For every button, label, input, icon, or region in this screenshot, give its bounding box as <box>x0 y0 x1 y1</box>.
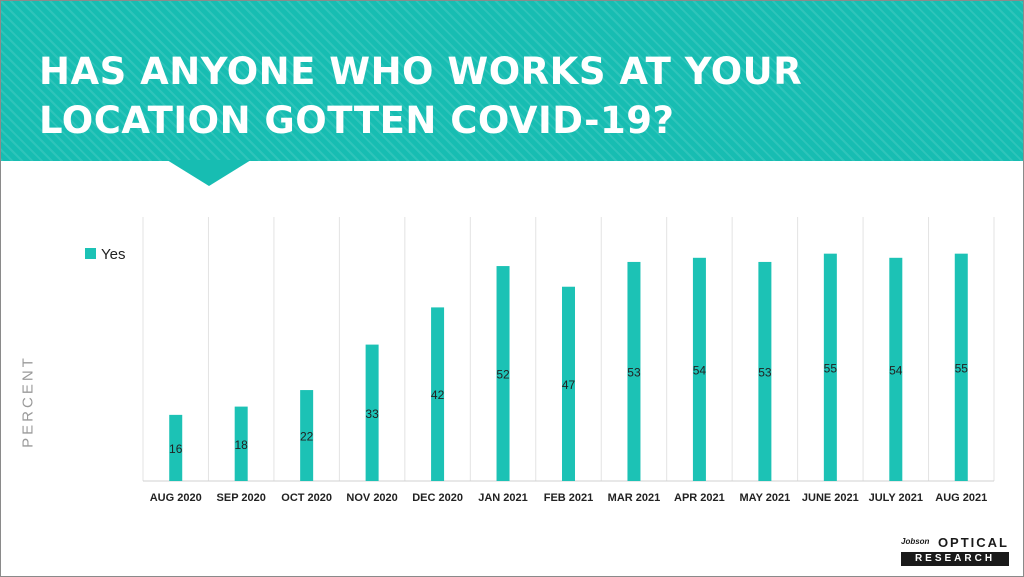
bar <box>954 253 968 481</box>
data-label: 42 <box>431 388 445 402</box>
data-label: 53 <box>758 365 772 379</box>
bar <box>562 286 575 481</box>
banner-notch <box>167 160 251 186</box>
data-label: 16 <box>169 442 183 456</box>
data-label: 53 <box>627 365 641 379</box>
x-tick-label: MAY 2021 <box>740 492 791 504</box>
x-tick-label: DEC 2020 <box>412 492 463 504</box>
bar <box>365 344 379 481</box>
bar <box>692 257 706 481</box>
title-line-1: HAS ANYONE WHO WORKS AT YOUR <box>39 50 803 93</box>
x-tick-label: NOV 2020 <box>346 492 397 504</box>
x-tick-label: SEP 2020 <box>217 492 266 504</box>
bar <box>431 307 445 481</box>
x-tick-label: JUNE 2021 <box>802 492 859 504</box>
data-label: 54 <box>889 363 903 377</box>
bar <box>823 253 837 481</box>
data-label: 52 <box>496 368 510 382</box>
data-label: 18 <box>235 438 249 452</box>
title-line-2: LOCATION GOTTEN COVID-19? <box>39 99 675 142</box>
x-tick-label: MAR 2021 <box>608 492 661 504</box>
bar <box>758 261 772 481</box>
x-tick-label: AUG 2020 <box>150 492 202 504</box>
data-label: 47 <box>562 378 576 392</box>
logo-optical: OPTICAL <box>937 535 1009 550</box>
page-title: HAS ANYONE WHO WORKS AT YOUR LOCATION GO… <box>39 47 939 145</box>
data-label: 54 <box>693 363 707 377</box>
bar <box>627 261 641 481</box>
bar <box>496 266 510 481</box>
logo-research: RESEARCH <box>901 552 1009 566</box>
logo-jobson: Jobson <box>901 537 930 546</box>
data-label: 33 <box>365 407 379 421</box>
legend-label: Yes <box>101 246 125 263</box>
x-tick-label: APR 2021 <box>674 492 725 504</box>
bar <box>889 257 903 481</box>
x-tick-label: JULY 2021 <box>869 492 923 504</box>
x-tick-label: AUG 2021 <box>935 492 987 504</box>
jobson-optical-research-logo: Jobson OPTICAL RESEARCH <box>901 535 1009 567</box>
title-banner: HAS ANYONE WHO WORKS AT YOUR LOCATION GO… <box>1 1 1023 161</box>
legend-swatch <box>85 248 96 259</box>
bar <box>234 406 248 481</box>
x-tick-label: FEB 2021 <box>544 492 594 504</box>
x-tick-label: OCT 2020 <box>281 492 332 504</box>
bar <box>169 414 183 481</box>
data-label: 22 <box>300 430 314 444</box>
data-label: 55 <box>955 361 969 375</box>
bar <box>300 390 314 481</box>
x-tick-label: JAN 2021 <box>478 492 528 504</box>
y-axis-label: PERCENT <box>19 355 37 448</box>
data-label: 55 <box>824 361 838 375</box>
